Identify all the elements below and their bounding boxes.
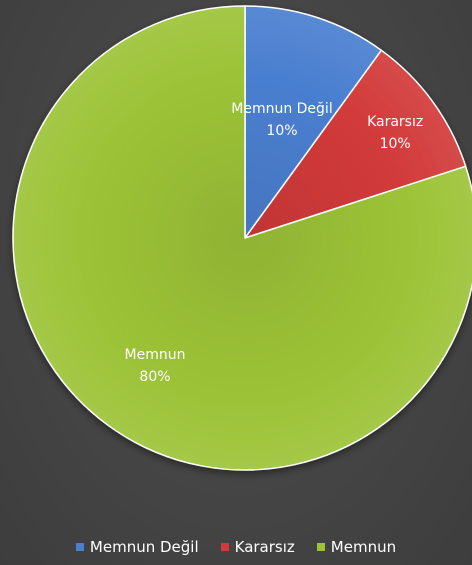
pie-slice-kararsiz <box>244 49 467 239</box>
pie-slice-memnun <box>12 5 472 471</box>
legend-swatch-memnun-degil <box>75 543 84 551</box>
pie-chart-plot: Memnun Değil 10% Kararsız 10% Memnun 80% <box>12 5 472 471</box>
legend-item-kararsiz: Kararsız <box>220 538 295 556</box>
chart-legend: Memnun Değil Kararsız Memnun <box>0 538 472 556</box>
legend-item-memnun: Memnun <box>316 538 397 556</box>
slice-label-value-memnun: 80% <box>139 369 170 385</box>
legend-label-memnun-degil: Memnun Değil <box>89 538 199 556</box>
legend-label-memnun: Memnun <box>330 538 397 556</box>
slice-label-category-kararsiz: Kararsız <box>367 114 423 130</box>
slice-label-value-memnun-degil: 10% <box>266 123 297 139</box>
slice-label-value-kararsiz: 10% <box>380 136 411 152</box>
legend-swatch-kararsiz <box>220 543 229 551</box>
slice-label-category-memnun-degil: Memnun Değil <box>231 101 332 117</box>
legend-label-kararsiz: Kararsız <box>234 538 295 556</box>
slice-label-category-memnun: Memnun <box>125 347 186 363</box>
pie-slice-memnun-degil <box>244 5 383 239</box>
legend-item-memnun-degil: Memnun Değil <box>75 538 199 556</box>
legend-swatch-memnun <box>316 543 325 551</box>
